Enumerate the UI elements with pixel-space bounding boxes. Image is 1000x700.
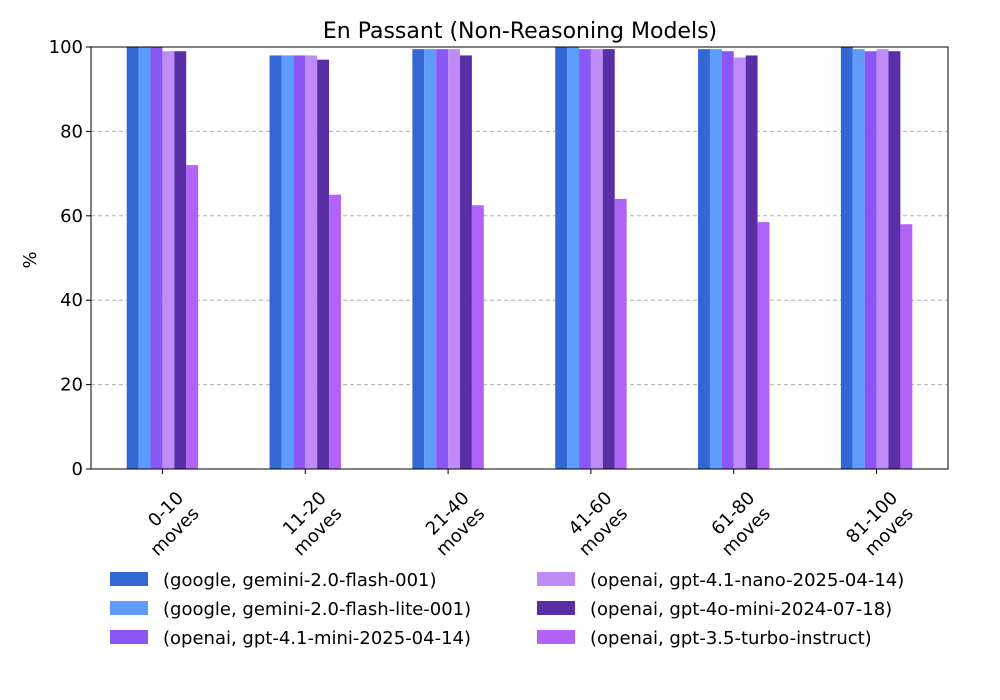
- y-axis-ticks: 0 20 40 60 80 100: [49, 37, 91, 480]
- x-tick-label: 61-80moves: [702, 488, 775, 561]
- bar: [329, 194, 341, 469]
- bar: [698, 49, 710, 470]
- legend-swatch: [110, 572, 148, 586]
- bar: [186, 165, 199, 469]
- y-tick-label: 0: [72, 459, 83, 480]
- bar: [269, 55, 282, 469]
- legend-label: (openai, gpt-3.5-turbo-instruct): [590, 628, 872, 649]
- bar: [864, 51, 877, 469]
- bar: [174, 51, 187, 469]
- bar: [745, 55, 758, 469]
- x-axis-ticks: 0-10moves 11-20moves 21-40moves 41-60moves 6…: [131, 469, 918, 563]
- bar: [888, 51, 901, 469]
- y-axis-label: %: [20, 251, 41, 268]
- bars: [126, 47, 913, 470]
- bar: [721, 51, 734, 469]
- y-tick-label: 20: [60, 375, 83, 396]
- bar: [305, 55, 318, 469]
- bar: [602, 49, 615, 470]
- x-tick-label: 21-40moves: [417, 488, 490, 561]
- x-tick-label: 11-20moves: [274, 488, 347, 561]
- y-tick-label: 40: [60, 290, 83, 311]
- bar: [459, 55, 472, 469]
- legend-swatch: [110, 601, 148, 615]
- legend-label: (openai, gpt-4.1-mini-2025-04-14): [163, 628, 471, 649]
- y-tick-label: 80: [60, 121, 83, 142]
- bar: [424, 49, 437, 470]
- y-tick-label: 100: [49, 37, 83, 58]
- bar: [293, 55, 306, 469]
- bar: [614, 198, 627, 470]
- x-tick-label: 41-60moves: [559, 488, 632, 561]
- bar: [555, 47, 568, 469]
- bar: [900, 224, 913, 469]
- bar: [471, 205, 484, 469]
- bar: [317, 59, 330, 469]
- bar: [876, 49, 889, 470]
- legend-label: (google, gemini-2.0-flash-001): [163, 570, 437, 591]
- bar: [852, 49, 865, 470]
- legend: (google, gemini-2.0-flash-001) (google, g…: [110, 570, 904, 649]
- bar: [709, 49, 722, 470]
- bar: [757, 222, 770, 469]
- x-tick-label: 0-10moves: [131, 488, 204, 561]
- bar: [162, 51, 175, 469]
- x-tick-label: 81-100moves: [842, 488, 917, 563]
- bar: [436, 49, 449, 470]
- bar: [448, 49, 460, 470]
- legend-swatch: [537, 572, 575, 586]
- legend-swatch: [110, 630, 148, 644]
- legend-label: (openai, gpt-4o-mini-2024-07-18): [590, 599, 892, 620]
- plot-frame: [90, 46, 949, 470]
- legend-swatch: [537, 630, 575, 644]
- bar: [579, 49, 591, 470]
- legend-label: (google, gemini-2.0-flash-lite-001): [163, 599, 471, 620]
- gridlines: [91, 130, 948, 386]
- bar: [590, 49, 603, 470]
- bar: [126, 47, 139, 469]
- bar: [138, 47, 151, 469]
- bar: [733, 57, 746, 470]
- legend-swatch: [537, 601, 575, 615]
- bar: [150, 47, 163, 469]
- bar: [412, 49, 425, 470]
- chart-title: En Passant (Non-Reasoning Models): [323, 19, 717, 44]
- bar: [281, 55, 294, 469]
- y-tick-label: 60: [60, 206, 83, 227]
- legend-label: (openai, gpt-4.1-nano-2025-04-14): [590, 570, 904, 591]
- bar: [840, 47, 853, 469]
- bar: [567, 47, 580, 469]
